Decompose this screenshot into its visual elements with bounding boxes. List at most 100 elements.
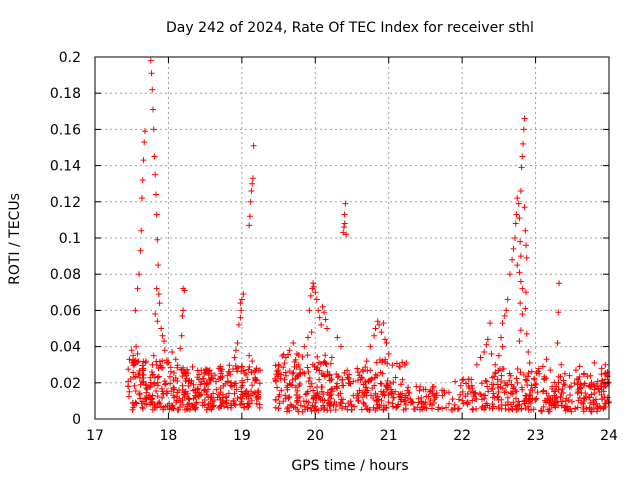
data-point: [481, 395, 488, 402]
data-point: [564, 403, 571, 410]
data-point: [396, 393, 403, 400]
axis-ticks: 17 18 19 20 21 22 23 24 0 0.02 0.04 0.06 0.08 0.1 0.12…: [50, 50, 618, 444]
data-point: [297, 402, 304, 409]
data-point: [552, 388, 559, 395]
data-point: [222, 399, 229, 406]
data-point: [210, 403, 217, 410]
data-point: [555, 379, 562, 386]
data-point: [141, 128, 148, 135]
data-point: [518, 164, 525, 171]
data-point: [557, 394, 564, 401]
data-point: [415, 399, 422, 406]
data-point: [523, 330, 530, 337]
data-point: [372, 371, 379, 378]
data-point: [313, 391, 320, 398]
data-point: [523, 242, 530, 249]
data-point: [147, 379, 154, 386]
data-point: [560, 381, 567, 388]
data-point: [524, 382, 531, 389]
data-point: [527, 399, 534, 406]
data-point: [350, 392, 357, 399]
data-point: [580, 403, 587, 410]
data-point: [286, 347, 293, 354]
data-point: [466, 384, 473, 391]
data-point: [177, 345, 184, 352]
data-point: [139, 177, 146, 184]
data-point: [244, 376, 251, 383]
data-point: [237, 300, 244, 307]
data-point: [602, 361, 609, 368]
data-point: [519, 386, 526, 393]
data-point: [234, 395, 241, 402]
data-point: [587, 400, 594, 407]
data-point: [362, 402, 369, 409]
data-point: [366, 406, 373, 413]
data-point: [552, 395, 559, 402]
data-point: [312, 399, 319, 406]
y-tick-label: 0.06: [50, 303, 81, 319]
data-point: [378, 397, 385, 404]
data-point: [384, 360, 391, 367]
data-point: [534, 389, 541, 396]
data-point: [147, 57, 154, 64]
data-point: [201, 396, 208, 403]
data-point: [577, 384, 584, 391]
data-point: [129, 406, 136, 413]
data-point: [430, 400, 437, 407]
data-point: [321, 358, 328, 365]
data-point: [499, 343, 506, 350]
y-tick-label: 0.02: [50, 376, 81, 392]
data-point: [421, 401, 428, 408]
x-tick-label: 21: [380, 428, 398, 444]
data-point: [590, 401, 597, 408]
data-point: [294, 398, 301, 405]
data-point: [132, 387, 139, 394]
data-point: [533, 370, 540, 377]
data-point: [371, 382, 378, 389]
data-point: [400, 406, 407, 413]
data-point: [449, 396, 456, 403]
data-point: [190, 387, 197, 394]
data-point: [519, 153, 526, 160]
data-point: [294, 387, 301, 394]
grid: [95, 57, 609, 419]
data-point: [210, 375, 217, 382]
data-point: [562, 398, 569, 405]
data-point: [539, 363, 546, 370]
data-point: [327, 360, 334, 367]
data-point: [143, 358, 150, 365]
data-point: [439, 392, 446, 399]
data-point: [553, 399, 560, 406]
data-point: [273, 371, 280, 378]
data-point: [136, 367, 143, 374]
data-point: [562, 382, 569, 389]
data-point: [140, 157, 147, 164]
data-point: [504, 296, 511, 303]
data-point: [541, 373, 548, 380]
data-point: [387, 380, 394, 387]
data-point: [494, 376, 501, 383]
data-point: [426, 388, 433, 395]
data-point: [169, 403, 176, 410]
data-point: [561, 370, 568, 377]
data-point: [382, 336, 389, 343]
data-point: [341, 369, 348, 376]
data-point: [376, 321, 383, 328]
x-tick-label: 24: [600, 428, 618, 444]
data-point: [487, 320, 494, 327]
data-point: [344, 367, 351, 374]
data-point: [341, 211, 348, 218]
data-point: [227, 371, 234, 378]
data-point: [322, 360, 329, 367]
data-point: [506, 370, 513, 377]
data-point: [492, 370, 499, 377]
data-point: [199, 375, 206, 382]
data-point: [235, 364, 242, 371]
data-point: [376, 356, 383, 363]
data-point: [360, 368, 367, 375]
data-point: [191, 404, 198, 411]
data-point: [199, 402, 206, 409]
x-tick-label: 18: [160, 428, 178, 444]
data-point: [156, 300, 163, 307]
